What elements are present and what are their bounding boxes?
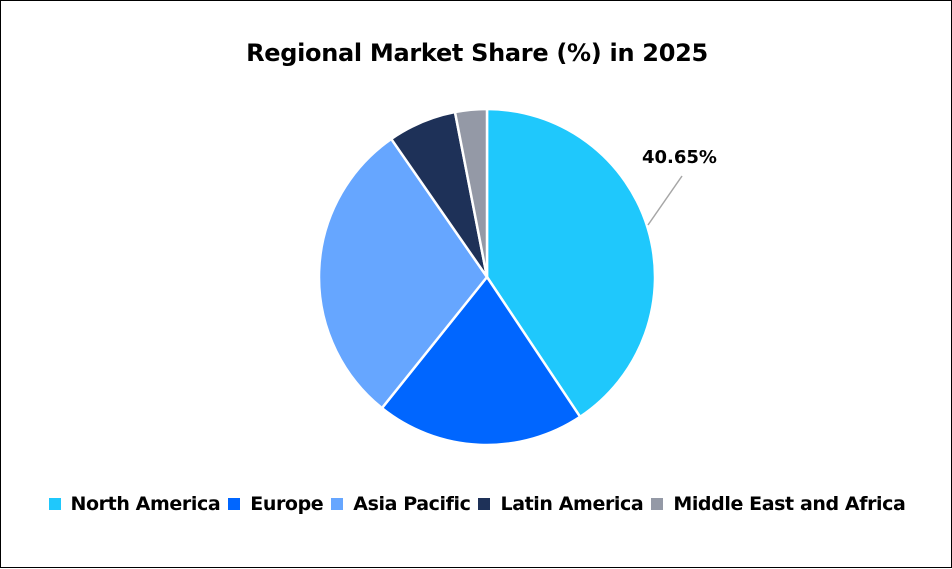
- legend-label: Middle East and Africa: [673, 493, 906, 515]
- pie-slice-middle-east-and-africa[interactable]: [453, 107, 489, 279]
- legend-item-asia-pacific[interactable]: Asia Pacific: [327, 493, 471, 515]
- pie-slices: [317, 107, 657, 447]
- legend-label: North America: [70, 493, 221, 515]
- legend-item-latin-america[interactable]: Latin America: [474, 493, 644, 515]
- legend-label: Europe: [250, 493, 324, 515]
- legend: North America Europe Asia Pacific Latin …: [1, 493, 952, 515]
- legend-swatch: [331, 498, 344, 510]
- legend-label: Asia Pacific: [353, 493, 471, 515]
- legend-swatch: [228, 498, 241, 510]
- legend-item-europe[interactable]: Europe: [224, 493, 324, 515]
- legend-item-middle-east-africa[interactable]: Middle East and Africa: [647, 493, 906, 515]
- legend-label: Latin America: [500, 493, 644, 515]
- leader-line: [647, 175, 683, 226]
- legend-item-north-america[interactable]: North America: [45, 493, 221, 515]
- pie-slice-europe[interactable]: [380, 275, 582, 447]
- pie-slice-asia-pacific[interactable]: [317, 137, 489, 410]
- chart-title: Regional Market Share (%) in 2025: [246, 39, 708, 67]
- legend-swatch: [478, 498, 491, 510]
- legend-swatch: [48, 498, 61, 510]
- legend-swatch: [651, 498, 664, 510]
- data-label-north-america: 40.65%: [642, 147, 717, 168]
